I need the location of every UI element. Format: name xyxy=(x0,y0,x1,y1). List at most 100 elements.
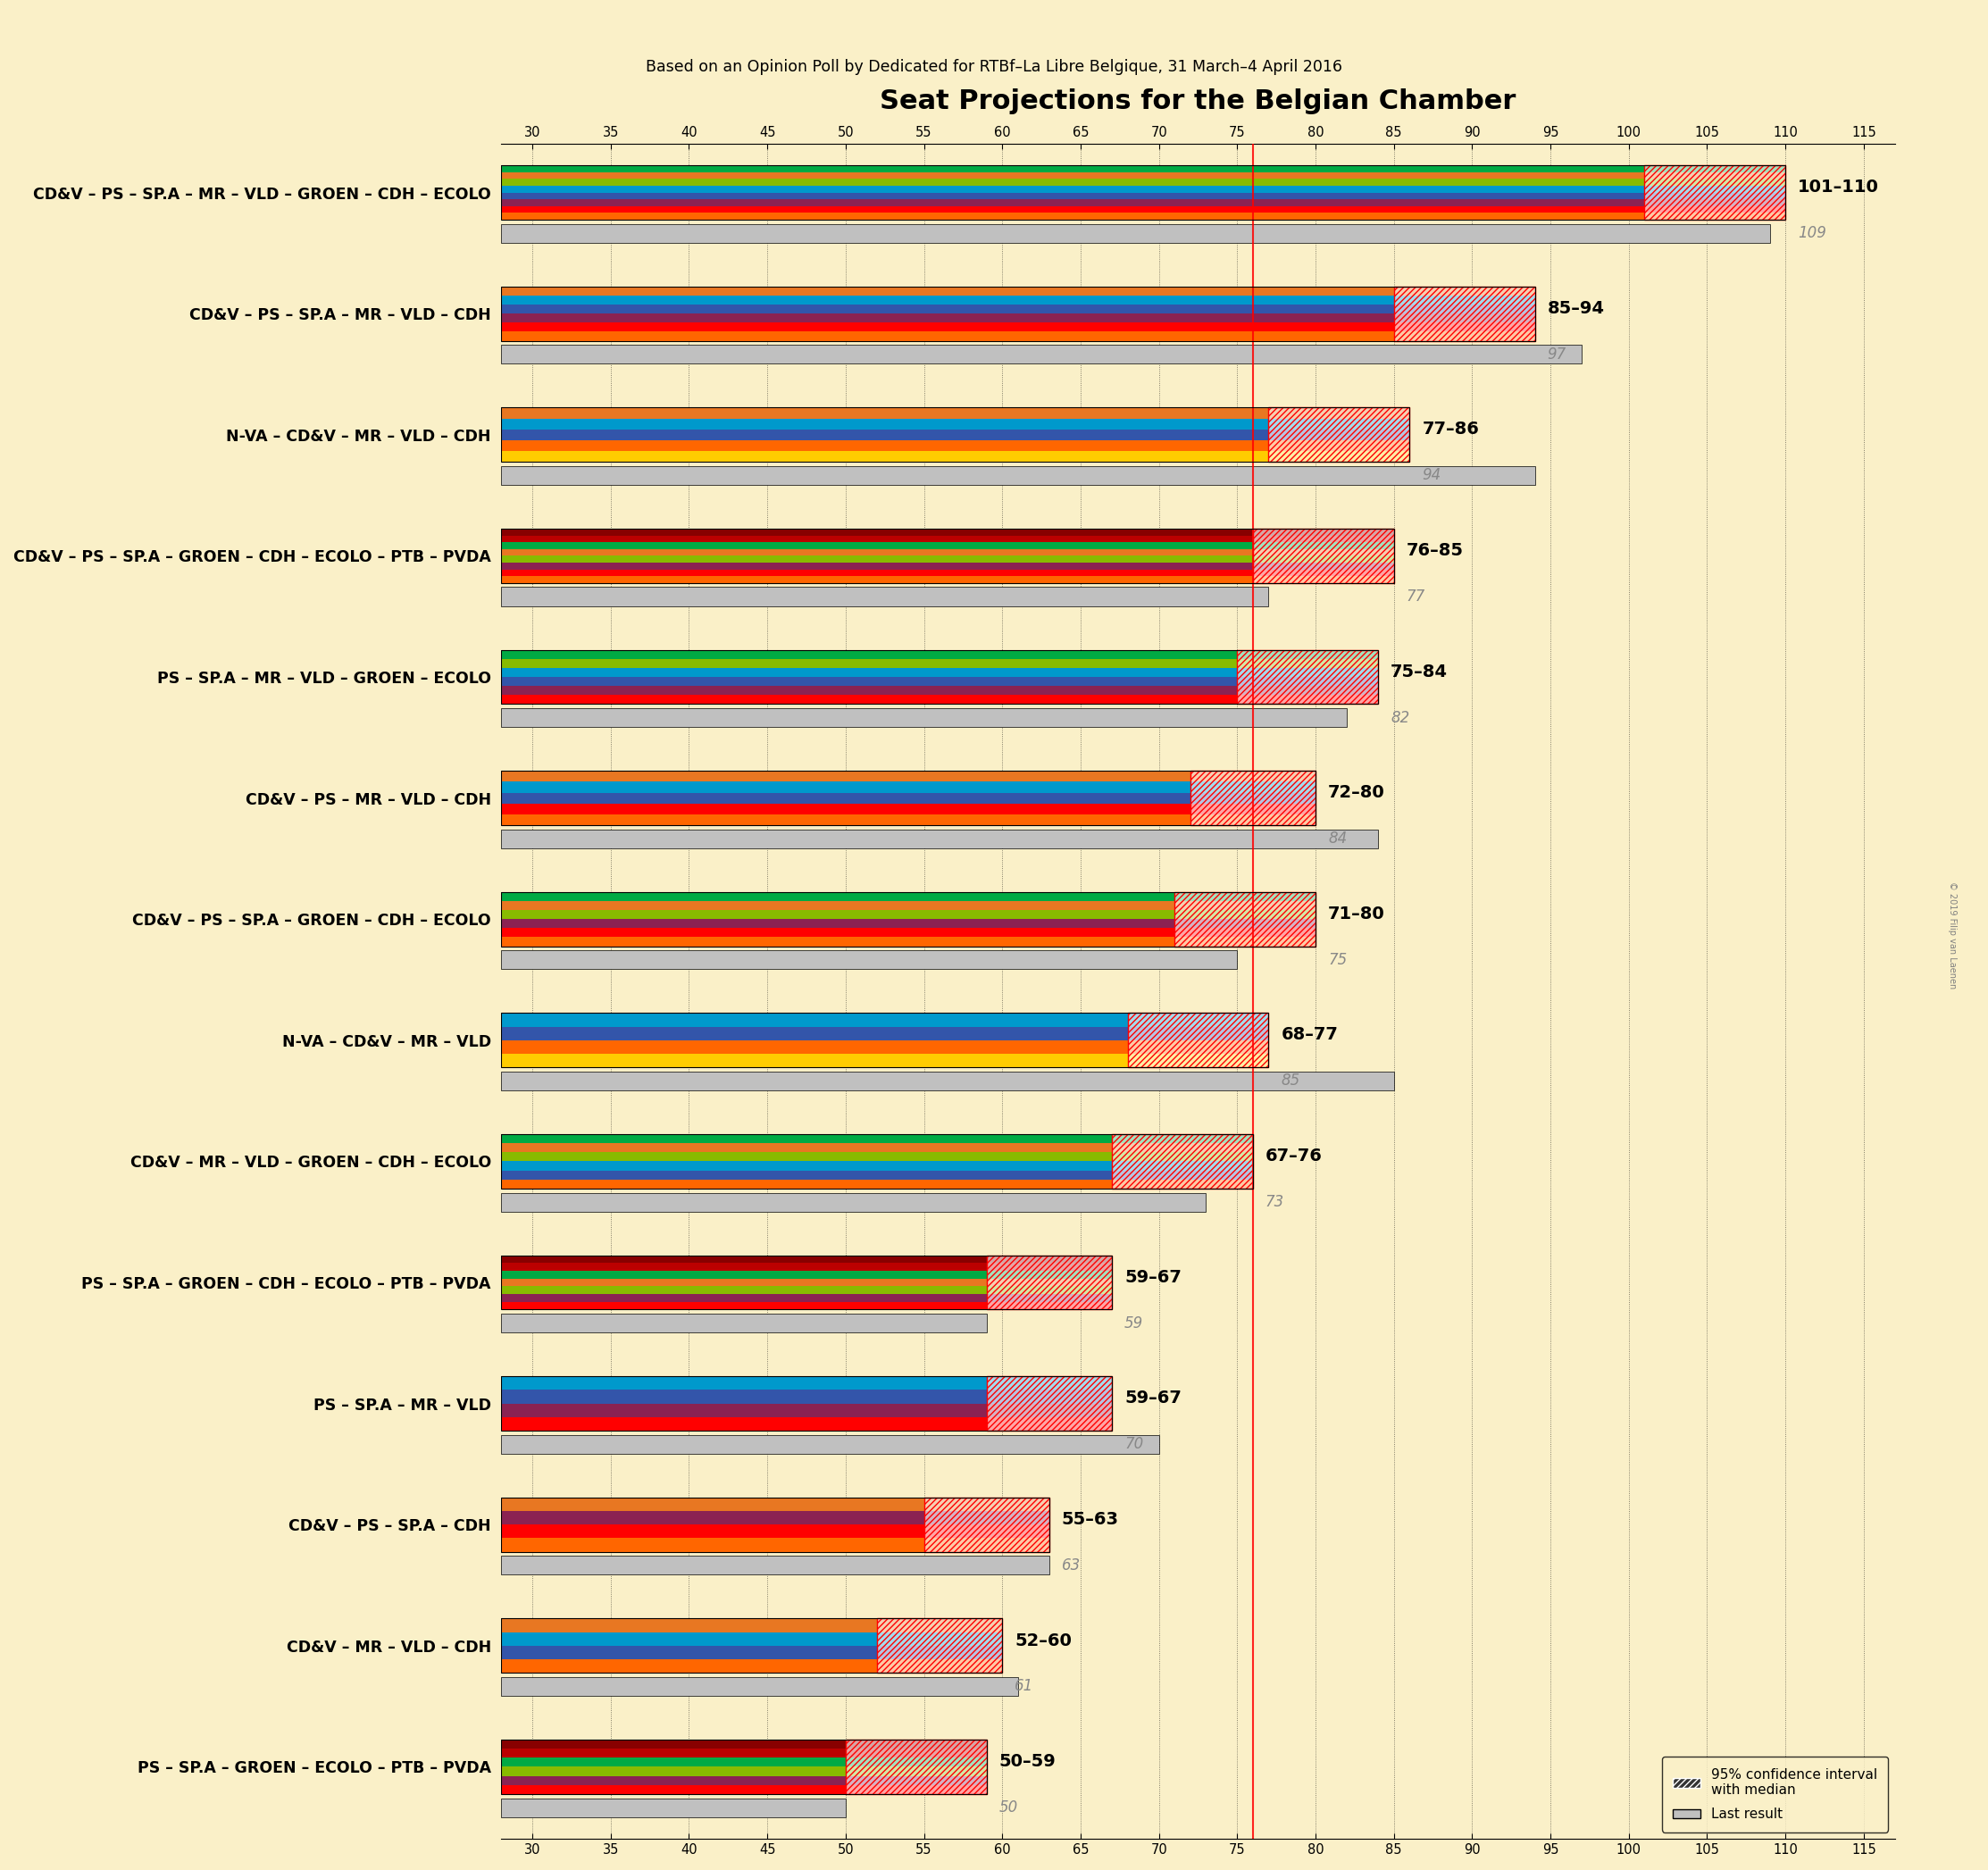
Bar xyxy=(501,1055,1268,1068)
Bar xyxy=(501,1619,1002,1674)
Bar xyxy=(986,1255,1111,1309)
Bar xyxy=(845,1739,986,1793)
Bar xyxy=(501,408,1409,419)
Bar xyxy=(501,200,1785,206)
Text: 94: 94 xyxy=(1421,468,1441,484)
Bar xyxy=(501,696,1378,705)
Bar xyxy=(501,193,1785,200)
Bar xyxy=(501,1302,1111,1309)
Bar xyxy=(501,286,1535,295)
Bar xyxy=(501,1262,1111,1272)
Bar xyxy=(501,172,1785,180)
Bar xyxy=(986,1376,1111,1431)
Bar xyxy=(501,892,1316,946)
Bar xyxy=(501,466,1535,484)
Text: 59–67: 59–67 xyxy=(1125,1268,1181,1287)
Bar xyxy=(1394,286,1535,340)
Bar xyxy=(501,1389,1111,1404)
Bar xyxy=(501,1272,1111,1279)
Bar xyxy=(501,950,1237,969)
Bar xyxy=(1268,408,1409,462)
Bar xyxy=(501,1279,1111,1287)
Bar xyxy=(1111,1135,1252,1189)
Text: 75: 75 xyxy=(1328,952,1348,969)
Text: 97: 97 xyxy=(1547,346,1567,363)
Bar xyxy=(877,1619,1002,1674)
Bar xyxy=(1175,892,1316,946)
Bar xyxy=(501,686,1378,696)
Bar xyxy=(1175,892,1316,946)
Bar xyxy=(501,770,1316,825)
Bar xyxy=(501,331,1535,340)
Bar xyxy=(501,1143,1252,1152)
Bar xyxy=(501,529,1394,583)
Bar xyxy=(501,1027,1268,1040)
Bar xyxy=(1191,770,1316,825)
Bar xyxy=(501,1677,1018,1696)
Bar xyxy=(501,1417,1111,1431)
Text: 109: 109 xyxy=(1797,224,1827,241)
Bar xyxy=(1252,529,1394,583)
Bar xyxy=(501,649,1378,705)
Bar xyxy=(501,529,1394,535)
Text: 76–85: 76–85 xyxy=(1406,542,1463,559)
Bar xyxy=(501,1072,1394,1090)
Bar xyxy=(501,1135,1252,1189)
Bar xyxy=(501,1434,1159,1453)
Text: © 2019 Filip van Laenen: © 2019 Filip van Laenen xyxy=(1948,881,1956,989)
Bar xyxy=(1268,408,1409,462)
Bar xyxy=(501,213,1785,219)
Bar xyxy=(1252,529,1394,583)
Bar xyxy=(501,668,1378,677)
Bar xyxy=(501,550,1394,555)
Bar xyxy=(501,542,1394,550)
Text: 85: 85 xyxy=(1280,1073,1300,1088)
Bar xyxy=(501,587,1268,606)
Bar xyxy=(1644,165,1785,219)
Text: 61: 61 xyxy=(1014,1679,1034,1694)
Bar xyxy=(501,1376,1111,1389)
Bar xyxy=(501,649,1378,658)
Bar xyxy=(501,555,1394,563)
Text: 84: 84 xyxy=(1328,830,1348,847)
Bar xyxy=(1175,892,1316,946)
Bar xyxy=(1237,649,1378,705)
Bar xyxy=(924,1498,1050,1552)
Bar xyxy=(501,1633,1002,1646)
Bar xyxy=(986,1255,1111,1309)
Bar xyxy=(501,677,1378,686)
Bar xyxy=(501,920,1316,928)
Text: 82: 82 xyxy=(1392,709,1409,726)
Bar xyxy=(501,1556,1050,1575)
Text: 85–94: 85–94 xyxy=(1547,299,1604,316)
Bar xyxy=(1394,286,1535,340)
Bar xyxy=(501,314,1535,324)
Bar xyxy=(501,830,1378,849)
Bar xyxy=(924,1498,1050,1552)
Text: 72–80: 72–80 xyxy=(1328,784,1386,802)
Bar xyxy=(501,1315,986,1333)
Bar xyxy=(501,793,1316,804)
Bar xyxy=(501,185,1785,193)
Bar xyxy=(1111,1135,1252,1189)
Text: 70: 70 xyxy=(1125,1436,1143,1453)
Bar xyxy=(501,937,1316,946)
Bar xyxy=(501,165,1785,172)
Bar xyxy=(501,901,1316,911)
Bar xyxy=(501,576,1394,583)
Text: 55–63: 55–63 xyxy=(1062,1511,1119,1528)
Text: 52–60: 52–60 xyxy=(1014,1633,1072,1649)
Bar xyxy=(877,1619,1002,1674)
Bar xyxy=(501,1659,1002,1674)
Bar xyxy=(501,1193,1207,1212)
Text: 77–86: 77–86 xyxy=(1421,421,1479,438)
Bar xyxy=(1237,649,1378,705)
Text: 73: 73 xyxy=(1266,1195,1284,1210)
Bar xyxy=(501,1767,986,1776)
Bar xyxy=(501,1287,1111,1294)
Bar xyxy=(501,165,1785,219)
Bar xyxy=(501,180,1785,185)
Bar xyxy=(501,1376,1111,1431)
Bar xyxy=(501,206,1785,213)
Bar xyxy=(501,1255,1111,1262)
